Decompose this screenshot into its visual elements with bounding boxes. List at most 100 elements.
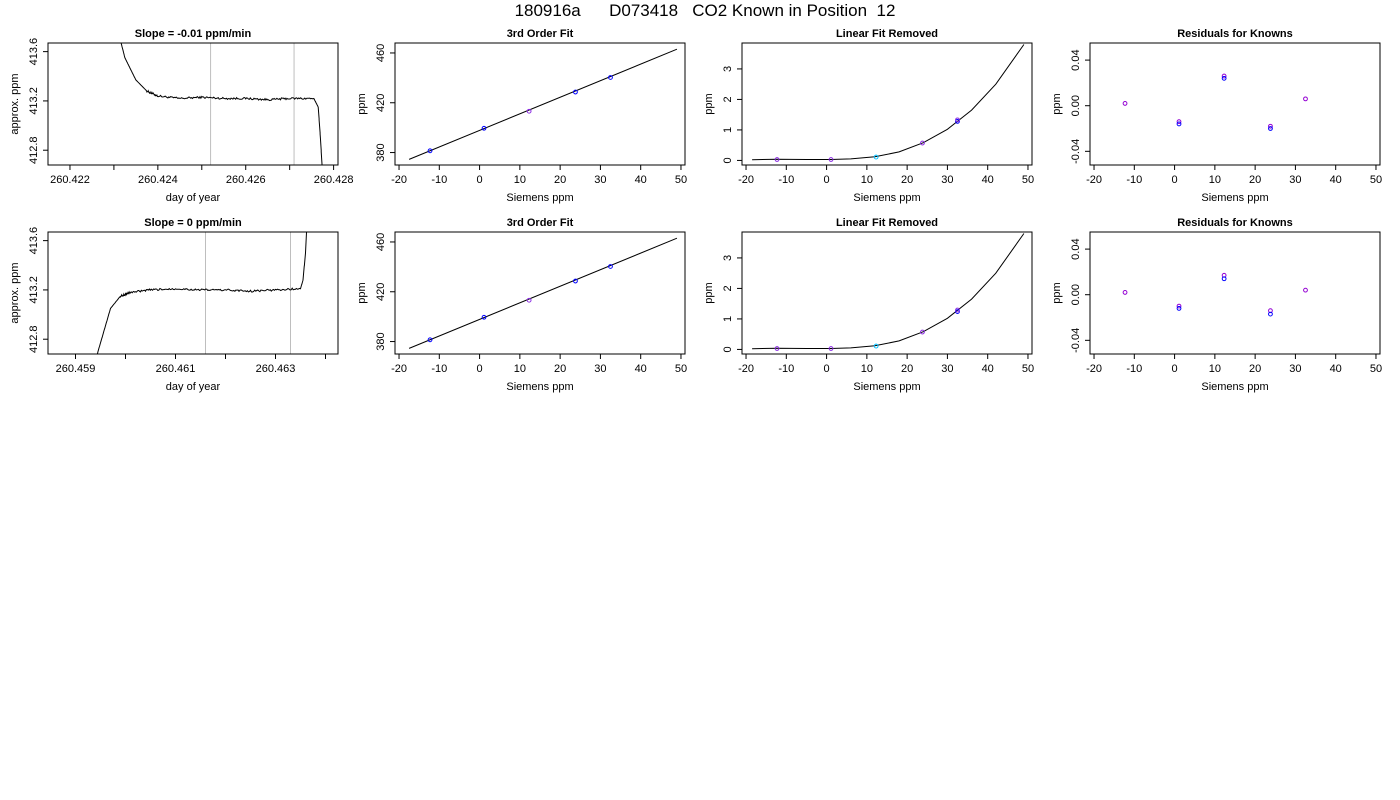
x-tick-label: 30 [941,174,953,186]
x-tick-label: 260.459 [56,363,96,375]
data-point-7 [1268,126,1273,131]
data-point-7 [1268,311,1273,317]
y-tick-label: 0 [722,346,734,352]
chart-title: Residuals for Knowns [1177,217,1293,229]
y-axis-label: ppm [1051,93,1063,114]
fit-curve [752,44,1025,161]
chart-panel-3: -20 -10 0 10 20 30 40 50 0 1 2 3 Linear Fit Removed S… [703,28,1034,204]
y-tick-label: 0.00 [1070,95,1082,116]
data-point-5 [955,118,960,124]
plot-frame [47,42,339,166]
trace-line-1 [120,43,323,165]
y-tick-label: 1 [722,316,734,322]
data-point-1 [774,157,780,162]
data-point-1 [427,148,433,154]
chart-title: Slope = -0.01 ppm/min [135,28,252,40]
chart-title: Linear Fit Removed [836,217,938,229]
plot-area [1122,272,1308,317]
data-point-8 [1303,287,1308,293]
y-axis-label: approx. ppm [9,262,21,323]
data-point-5 [608,75,613,80]
y-tick-label: 2 [722,96,734,102]
data-point-1 [1122,101,1128,106]
x-tick-label: 40 [1330,174,1342,186]
data-point-4 [1221,73,1227,79]
x-tick-label: 50 [1022,363,1034,375]
trace-line-1 [96,232,308,354]
data-point-6 [1268,123,1273,129]
x-tick-label: 50 [1022,174,1034,186]
plot-area [408,48,678,160]
plot-area [120,43,323,165]
page-title: 180916a D073418 CO2 Known in Position 12 [514,1,896,20]
y-tick-label: 413.6 [28,227,40,255]
y-tick-label: 412.8 [28,136,40,164]
y-tick-label: 380 [375,143,387,161]
plot-frame [47,231,339,355]
y-tick-label: -0.04 [1070,328,1082,353]
data-point-4 [573,278,578,284]
plot-frame [741,231,1033,355]
chart-panel-5: 260.459 260.461 260.463 412.8 413.2 413.6 Slop… [9,217,339,393]
chart-panel-4: -20 -10 0 10 20 30 40 50 -0.04 0.00 0.04 Residuals … [1051,28,1382,204]
x-axis-label: Siemens ppm [506,192,573,204]
y-tick-label: 420 [375,283,387,301]
x-tick-label: 20 [554,363,566,375]
x-tick-label: 20 [901,363,913,375]
chart-title: Slope = 0 ppm/min [144,217,242,229]
plot-area [408,237,678,349]
y-tick-label: 3 [722,66,734,72]
y-tick-label: 413.6 [28,38,40,66]
x-tick-label: 10 [861,174,873,186]
chart-panel-1: 260.422 260.424 260.426 260.428 412.8 413.2 41… [9,28,353,204]
x-tick-label: 0 [824,363,830,375]
fit-line [408,48,678,160]
x-tick-label: 0 [477,363,483,375]
x-tick-label: 20 [554,174,566,186]
x-tick-label: -20 [1086,363,1102,375]
y-tick-label: 0.00 [1070,284,1082,305]
x-tick-label: 40 [635,363,647,375]
x-tick-label: -10 [431,174,447,186]
x-tick-label: 10 [514,363,526,375]
x-tick-label: 40 [982,363,994,375]
plot-area [1122,73,1308,131]
y-axis-label: ppm [356,282,368,303]
plot-area [96,232,308,354]
x-axis-label: Siemens ppm [853,381,920,393]
plot-frame [1089,42,1381,166]
plot-frame [1089,231,1381,355]
chart-title: Linear Fit Removed [836,28,938,40]
x-tick-label: 40 [1330,363,1342,375]
x-tick-label: -20 [1086,174,1102,186]
x-tick-label: 260.422 [50,174,90,186]
x-tick-label: 50 [675,174,687,186]
data-point-8 [1303,96,1308,102]
x-tick-label: 0 [477,174,483,186]
data-point-4 [573,89,578,95]
x-tick-label: 0 [1172,363,1178,375]
plot-frame [741,42,1033,166]
y-tick-label: 3 [722,255,734,261]
fit-line [408,237,678,349]
data-point-2 [1176,119,1182,125]
data-point-1 [1122,290,1128,295]
x-tick-label: -20 [738,174,754,186]
data-point-2 [481,314,487,320]
data-point-2 [1176,303,1182,309]
data-point-3 [873,343,879,349]
y-tick-label: 413.2 [28,87,40,115]
x-axis-label: Siemens ppm [1201,381,1268,393]
fit-curve [752,233,1025,350]
y-tick-label: 0 [722,157,734,163]
y-tick-label: 380 [375,332,387,350]
plot-area [752,233,1025,351]
x-tick-label: 0 [824,174,830,186]
data-point-4 [920,329,925,335]
y-axis-label: ppm [356,93,368,114]
data-point-3 [1176,121,1182,127]
data-point-3 [1176,305,1182,311]
x-tick-label: 20 [1249,174,1261,186]
data-point-6 [955,307,960,313]
